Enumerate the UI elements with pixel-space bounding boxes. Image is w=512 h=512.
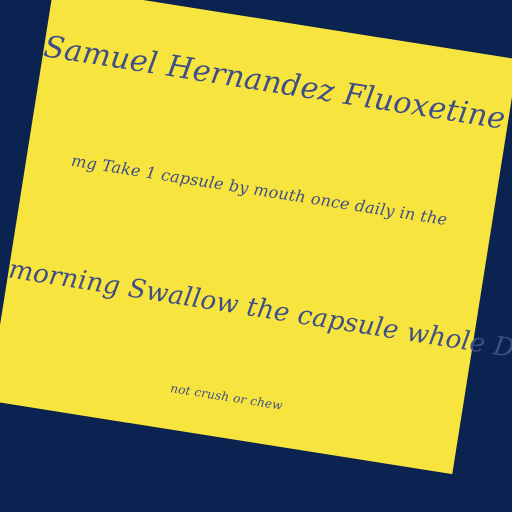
handwritten-line-2: mg Take 1 capsule by mouth once daily in…	[70, 150, 449, 230]
sticky-note: Samuel Hernandez Fluoxetine 20 mg Take 1…	[0, 0, 512, 475]
handwritten-line-1: Samuel Hernandez Fluoxetine 20	[41, 29, 512, 145]
handwritten-line-4: not crush or chew	[169, 381, 284, 413]
handwritten-line-3: morning Swallow the capsule whole Do	[6, 254, 512, 367]
